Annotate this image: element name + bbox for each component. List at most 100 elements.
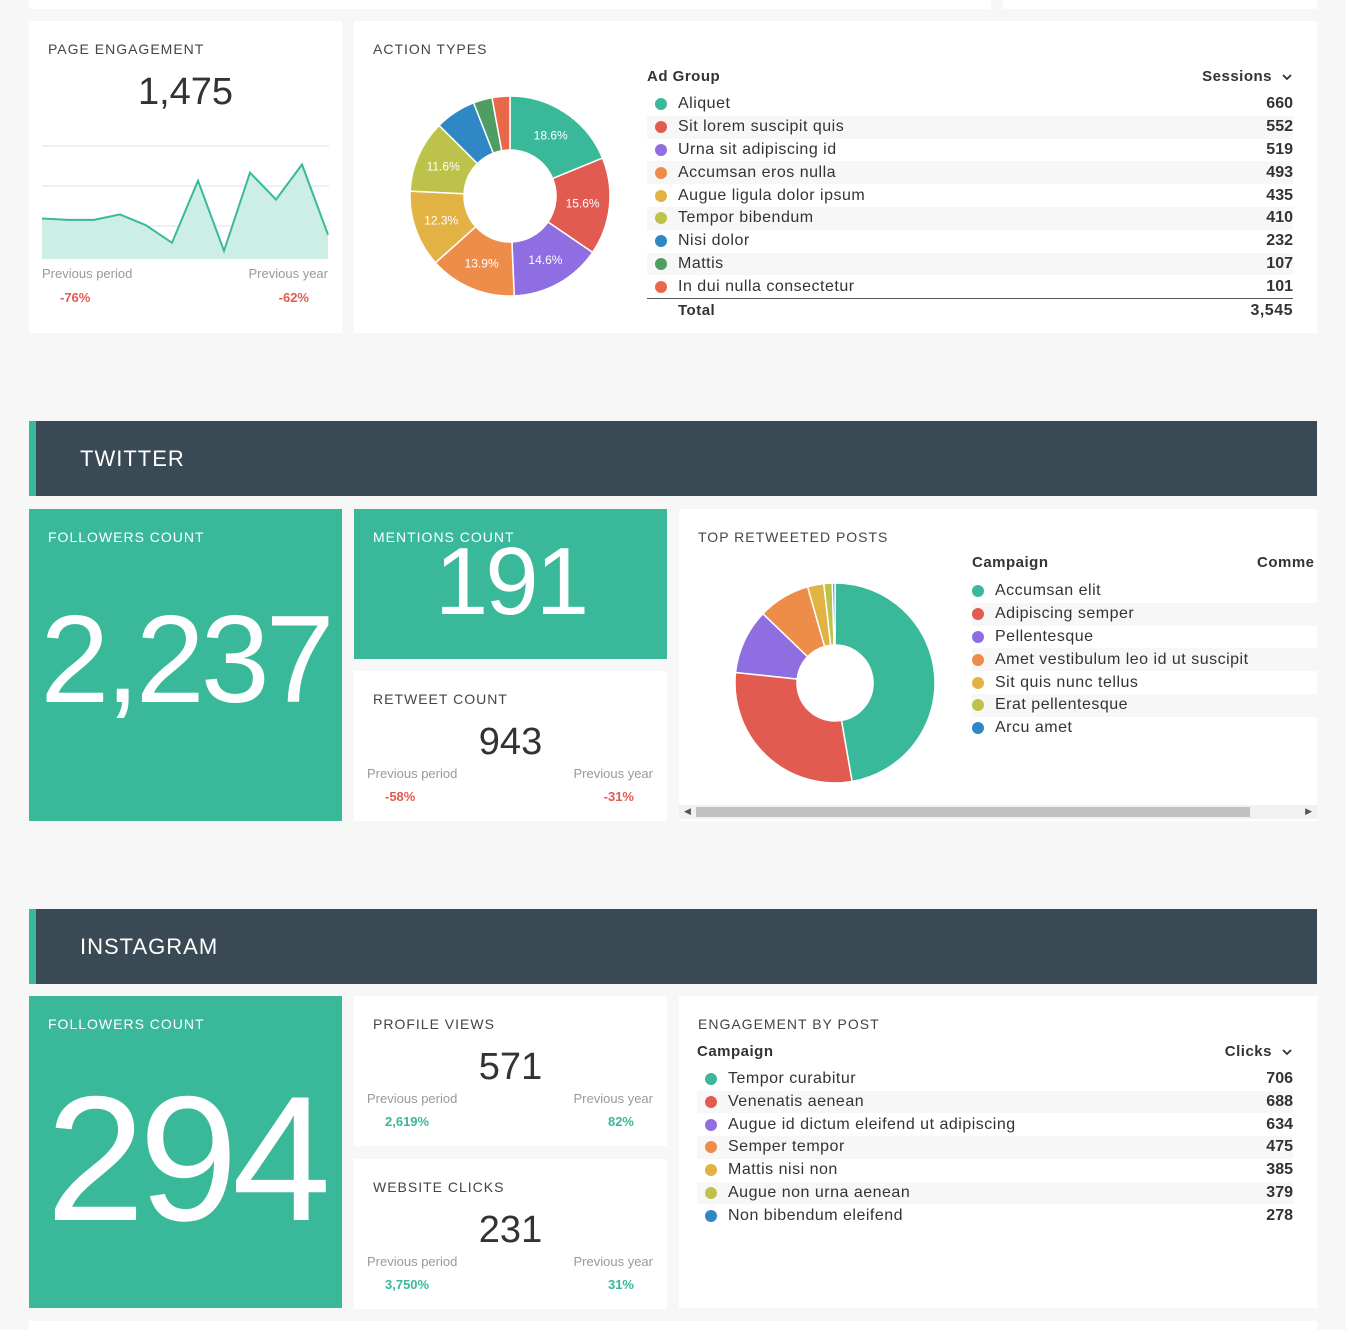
legend-dot [705, 1141, 717, 1154]
scroll-left-arrow-icon[interactable]: ◀ [684, 806, 691, 816]
scroll-thumb[interactable] [696, 807, 1250, 817]
legend-row[interactable]: Sit quis nunc tellus [972, 671, 1317, 694]
legend-row[interactable]: Nisi dolor 232 [647, 230, 1293, 253]
legend-dot [972, 676, 984, 689]
partial-card-right [1003, 0, 1317, 9]
legend-dot [655, 98, 667, 111]
retweet-title: RETWEET COUNT [373, 691, 508, 707]
prev-year-label: Previous year [248, 266, 328, 281]
twitter-section-header: TWITTER [29, 421, 1317, 496]
profile-views-value: 571 [478, 1046, 543, 1088]
top-retweeted-slice[interactable] [735, 671, 853, 783]
legend-value: 475 [1266, 1138, 1293, 1156]
action-types-donut[interactable]: 18.6% 15.6% 14.6% 13.9% 12.3% 11.6% [410, 96, 610, 296]
scroll-right-arrow-icon[interactable]: ▶ [1305, 806, 1312, 816]
legend-row[interactable]: Tempor bibendum 410 [647, 207, 1293, 230]
legend-value: 379 [1266, 1183, 1293, 1201]
clicks-prev-period-value: 3,750% [385, 1277, 430, 1292]
legend-label: Adipiscing semper [995, 605, 1135, 623]
twitter-mentions-card: MENTIONS COUNT 191 [354, 509, 667, 659]
instagram-section-header: INSTAGRAM [29, 909, 1317, 984]
legend-label: In dui nulla consectetur [678, 277, 855, 295]
legend-row[interactable]: Augue ligula dolor ipsum 435 [647, 184, 1293, 207]
legend-dot [705, 1209, 717, 1222]
action-types-slice[interactable] [491, 96, 511, 152]
legend-label: Semper tempor [728, 1138, 845, 1156]
legend-row[interactable]: Aliquet 660 [647, 93, 1293, 116]
legend-row[interactable]: Augue non urna aenean 379 [697, 1181, 1293, 1205]
horizontal-scrollbar[interactable]: ◀ ▶ [679, 805, 1317, 819]
legend-dot [655, 280, 667, 293]
legend-label: Augue id dictum eleifend ut adipiscing [728, 1115, 1016, 1133]
profile-prev-year-label: Previous year [573, 1091, 653, 1106]
retweet-prev-year-value: -31% [603, 789, 634, 804]
legend-row[interactable]: Adipiscing semper [972, 602, 1317, 626]
retweet-prev-year-label: Previous year [573, 766, 653, 781]
legend-row[interactable]: Accumsan elit [972, 580, 1317, 603]
legend-row[interactable]: Tempor curabitur 706 [697, 1068, 1293, 1091]
col-comments[interactable]: Comme [1257, 554, 1315, 571]
legend-dot [655, 212, 667, 225]
col-clicks-label: Clicks [1224, 1043, 1272, 1060]
legend-row[interactable]: Pellentesque [972, 626, 1317, 649]
legend-row[interactable]: In dui nulla consectetur 101 [647, 275, 1293, 298]
twitter-retweet-card: RETWEET COUNT 943 Previous period -58% P… [354, 671, 667, 821]
legend-row[interactable]: Erat pellentesque [972, 694, 1317, 717]
chevron-down-icon [1282, 73, 1292, 80]
legend-dot [705, 1118, 717, 1131]
legend-row[interactable]: Mattis 107 [647, 252, 1293, 276]
legend-label: Non bibendum eleifend [728, 1206, 904, 1224]
col-ad-group[interactable]: Ad Group [647, 68, 721, 85]
action-types-legend: Aliquet 660 Sit lorem suscipit quis 552 Urna… [647, 93, 1293, 303]
col-campaign[interactable]: Campaign [972, 554, 1049, 571]
legend-label: Arcu amet [995, 719, 1073, 737]
partial-card-left [29, 0, 991, 9]
total-divider [647, 298, 1293, 299]
twitter-mentions-title: MENTIONS COUNT [373, 529, 515, 545]
action-types-slice-label: 18.6% [534, 128, 568, 142]
legend-row[interactable]: Arcu amet [972, 717, 1317, 740]
top-retweeted-slice[interactable] [834, 583, 935, 783]
legend-dot [705, 1164, 717, 1177]
legend-label: Pellentesque [995, 627, 1094, 645]
legend-value: 706 [1266, 1070, 1293, 1088]
col-sessions[interactable]: Sessions [1202, 68, 1293, 85]
top-retweeted-slice[interactable] [831, 583, 836, 646]
page-engagement-sparkline [42, 145, 329, 259]
legend-dot [972, 608, 984, 621]
website-clicks-title: WEBSITE CLICKS [373, 1179, 505, 1195]
legend-label: Sit quis nunc tellus [995, 673, 1139, 691]
legend-row[interactable]: Mattis nisi non 385 [697, 1159, 1293, 1182]
page-engagement-value: 1,475 [137, 71, 234, 113]
legend-row[interactable]: Accumsan eros nulla 493 [647, 161, 1293, 185]
twitter-mentions-value: 191 [434, 528, 589, 635]
col-clicks[interactable]: Clicks [1225, 1043, 1293, 1060]
action-types-slice-label: 12.3% [424, 213, 458, 227]
legend-label: Accumsan elit [995, 582, 1102, 600]
prev-period-value: -76% [60, 290, 91, 305]
legend-row[interactable]: Augue id dictum eleifend ut adipiscing 63… [697, 1113, 1293, 1136]
legend-value: 493 [1266, 163, 1293, 181]
col-campaign-ig[interactable]: Campaign [697, 1043, 774, 1060]
legend-row[interactable]: Amet vestibulum leo id ut suscipit [972, 648, 1317, 672]
twitter-header-title: TWITTER [80, 446, 185, 471]
total-label: Total [678, 302, 716, 319]
legend-row[interactable]: Sit lorem suscipit quis 552 [647, 115, 1293, 139]
action-types-slice-label: 15.6% [566, 197, 600, 211]
legend-row[interactable]: Semper tempor 475 [697, 1136, 1293, 1159]
retweet-prev-period-value: -58% [385, 789, 416, 804]
action-types-slice-label: 13.9% [465, 256, 499, 270]
website-clicks-card: WEBSITE CLICKS 231 Previous period 3,750… [354, 1159, 667, 1309]
chevron-down-icon [1282, 1048, 1292, 1055]
legend-label: Erat pellentesque [995, 696, 1129, 714]
top-retweeted-donut[interactable] [735, 583, 935, 783]
legend-dot [972, 653, 984, 666]
legend-dot [705, 1073, 717, 1086]
legend-row[interactable]: Non bibendum eleifend 278 [697, 1204, 1293, 1227]
legend-row[interactable]: Venenatis aenean 688 [697, 1090, 1293, 1114]
legend-dot [972, 699, 984, 712]
action-types-slice[interactable] [509, 96, 604, 180]
legend-row[interactable]: Urna sit adipiscing id 519 [647, 139, 1293, 162]
profile-views-card: PROFILE VIEWS 571 Previous period 2,619%… [354, 996, 667, 1146]
twitter-followers-title: FOLLOWERS COUNT [48, 529, 205, 545]
